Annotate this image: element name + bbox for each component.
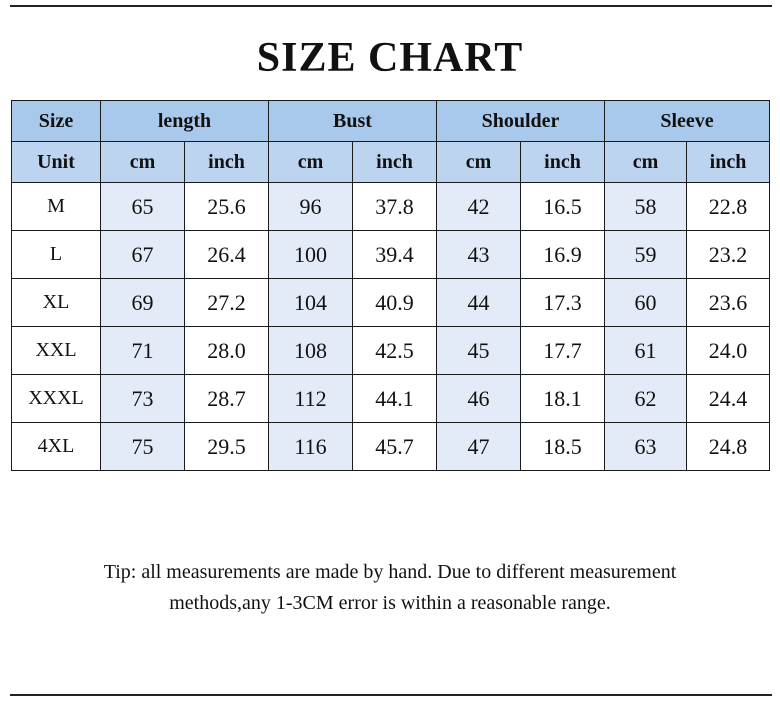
sleeve-cm-cell: 62 <box>604 374 687 423</box>
bust-cm-cell: 108 <box>268 326 353 375</box>
sleeve-cm-cell: 58 <box>604 182 687 231</box>
sleeve-cm-cell: 61 <box>604 326 687 375</box>
length-cm-cell: 67 <box>100 230 185 279</box>
shoulder-inch-cell: 16.5 <box>520 182 605 231</box>
bust-cm-cell: 96 <box>268 182 353 231</box>
sleeve-cm-cell: 59 <box>604 230 687 279</box>
length-inch-cell: 27.2 <box>184 278 269 327</box>
shoulder-inch-cell: 17.3 <box>520 278 605 327</box>
unit-inch: inch <box>352 141 437 183</box>
sleeve-inch-cell: 24.4 <box>686 374 770 423</box>
size-cell: 4XL <box>11 422 101 471</box>
bust-inch-cell: 42.5 <box>352 326 437 375</box>
unit-row: Unit cm inch cm inch cm inch cm inch <box>11 141 770 183</box>
sleeve-inch-cell: 23.6 <box>686 278 770 327</box>
shoulder-header: Shoulder <box>436 100 605 142</box>
shoulder-cm-cell: 44 <box>436 278 521 327</box>
length-cm-cell: 71 <box>100 326 185 375</box>
sleeve-inch-cell: 24.8 <box>686 422 770 471</box>
unit-inch: inch <box>520 141 605 183</box>
table-row: XXXL 73 28.7 112 44.1 46 18.1 62 24.4 <box>11 374 770 423</box>
bust-cm-cell: 104 <box>268 278 353 327</box>
unit-cm: cm <box>436 141 521 183</box>
sleeve-inch-cell: 23.2 <box>686 230 770 279</box>
bust-inch-cell: 40.9 <box>352 278 437 327</box>
size-cell: XXXL <box>11 374 101 423</box>
shoulder-cm-cell: 47 <box>436 422 521 471</box>
bust-cm-cell: 116 <box>268 422 353 471</box>
bust-inch-cell: 37.8 <box>352 182 437 231</box>
length-cm-cell: 75 <box>100 422 185 471</box>
length-inch-cell: 28.0 <box>184 326 269 375</box>
unit-cm: cm <box>100 141 185 183</box>
measurement-tip: Tip: all measurements are made by hand. … <box>0 557 780 619</box>
length-inch-cell: 29.5 <box>184 422 269 471</box>
unit-cm: cm <box>268 141 353 183</box>
tip-line-1: Tip: all measurements are made by hand. … <box>103 561 677 583</box>
size-cell: XXL <box>11 326 101 375</box>
bust-inch-cell: 44.1 <box>352 374 437 423</box>
length-header: length <box>100 100 269 142</box>
unit-inch: inch <box>686 141 770 183</box>
sleeve-inch-cell: 22.8 <box>686 182 770 231</box>
length-cm-cell: 69 <box>100 278 185 327</box>
length-inch-cell: 28.7 <box>184 374 269 423</box>
table-row: XL 69 27.2 104 40.9 44 17.3 60 23.6 <box>11 278 770 327</box>
shoulder-inch-cell: 17.7 <box>520 326 605 375</box>
sleeve-inch-cell: 24.0 <box>686 326 770 375</box>
table-row: M 65 25.6 96 37.8 42 16.5 58 22.8 <box>11 182 770 231</box>
top-divider <box>10 5 772 7</box>
shoulder-cm-cell: 46 <box>436 374 521 423</box>
unit-cm: cm <box>604 141 687 183</box>
page-title: SIZE CHART <box>256 35 524 81</box>
length-cm-cell: 65 <box>100 182 185 231</box>
shoulder-inch-cell: 18.5 <box>520 422 605 471</box>
table-row: L 67 26.4 100 39.4 43 16.9 59 23.2 <box>11 230 770 279</box>
bust-cm-cell: 100 <box>268 230 353 279</box>
size-cell: L <box>11 230 101 279</box>
length-inch-cell: 25.6 <box>184 182 269 231</box>
table-row: 4XL 75 29.5 116 45.7 47 18.5 63 24.8 <box>11 422 770 471</box>
table-header-row: Size length Bust Shoulder Sleeve <box>11 100 770 142</box>
length-cm-cell: 73 <box>100 374 185 423</box>
bust-cm-cell: 112 <box>268 374 353 423</box>
sleeve-cm-cell: 63 <box>604 422 687 471</box>
tip-line-2: methods,any 1-3CM error is within a reas… <box>169 592 611 614</box>
shoulder-cm-cell: 42 <box>436 182 521 231</box>
shoulder-cm-cell: 45 <box>436 326 521 375</box>
shoulder-cm-cell: 43 <box>436 230 521 279</box>
shoulder-inch-cell: 18.1 <box>520 374 605 423</box>
shoulder-inch-cell: 16.9 <box>520 230 605 279</box>
size-cell: M <box>11 182 101 231</box>
bust-header: Bust <box>268 100 437 142</box>
size-header: Size <box>11 100 101 142</box>
size-cell: XL <box>11 278 101 327</box>
bust-inch-cell: 39.4 <box>352 230 437 279</box>
unit-inch: inch <box>184 141 269 183</box>
unit-label: Unit <box>11 141 101 183</box>
bust-inch-cell: 45.7 <box>352 422 437 471</box>
bottom-divider <box>10 694 772 696</box>
length-inch-cell: 26.4 <box>184 230 269 279</box>
sleeve-cm-cell: 60 <box>604 278 687 327</box>
sleeve-header: Sleeve <box>604 100 770 142</box>
table-row: XXL 71 28.0 108 42.5 45 17.7 61 24.0 <box>11 326 770 375</box>
size-chart-table: Size length Bust Shoulder Sleeve Unit cm… <box>11 100 770 471</box>
